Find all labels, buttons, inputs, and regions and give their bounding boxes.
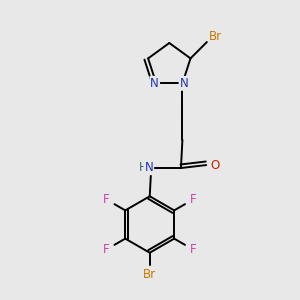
Text: H: H (139, 161, 148, 174)
Text: O: O (210, 159, 219, 172)
Text: Br: Br (209, 30, 222, 43)
Text: F: F (103, 243, 110, 256)
Text: Br: Br (143, 268, 156, 281)
Text: N: N (145, 161, 153, 174)
Text: N: N (179, 77, 188, 90)
Text: F: F (103, 193, 110, 206)
Text: F: F (190, 243, 196, 256)
Text: F: F (190, 193, 196, 206)
Text: N: N (150, 77, 159, 90)
